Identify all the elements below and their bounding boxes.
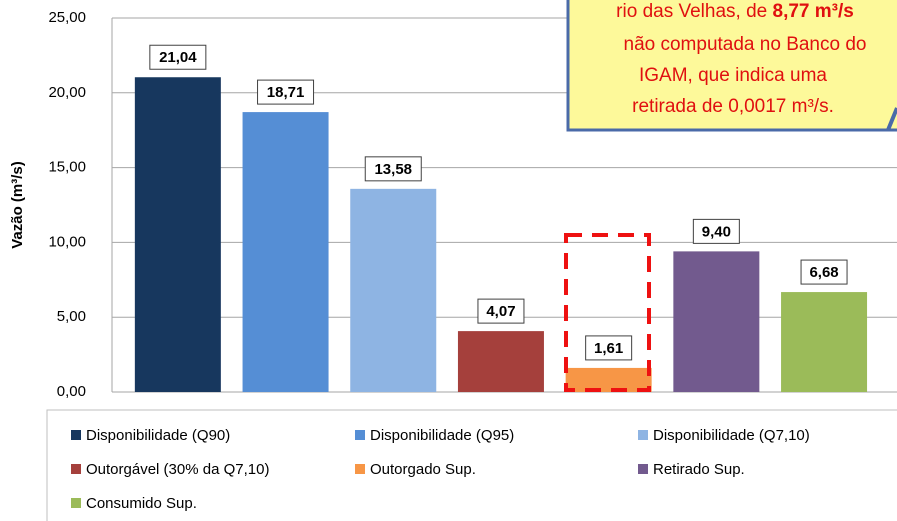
legend-label: Disponibilidade (Q95) <box>370 427 514 444</box>
legend-label: Consumido Sup. <box>86 495 197 512</box>
legend-swatch <box>71 464 81 474</box>
legend-label: Retirado Sup. <box>653 461 745 478</box>
highlight-box <box>564 233 651 392</box>
callout: rio das Velhas, de 8,77 m³/s não computa… <box>566 0 897 132</box>
bar <box>673 251 760 392</box>
legend-swatch <box>355 430 365 440</box>
annotation-text: rio das Velhas, de <box>616 1 772 22</box>
y-tick-label: 10,00 <box>48 233 86 250</box>
bar <box>242 112 329 393</box>
legend: Disponibilidade (Q90) Disponibilidade (Q9… <box>71 427 810 512</box>
legend-swatch <box>355 464 365 474</box>
value-label: 13,58 <box>374 161 412 178</box>
annotation-line: IGAM, que indica uma <box>639 65 827 86</box>
annotation-line: retirada de 0,0017 m³/s. <box>632 96 834 117</box>
value-label: 18,71 <box>267 84 305 101</box>
bar <box>457 331 544 392</box>
annotation-line: rio das Velhas, de 8,77 m³/s <box>616 1 854 22</box>
plot-area: 0,00 5,00 10,00 15,00 20,00 25,00 21,04 18,71 13… <box>48 9 897 400</box>
value-label-box <box>585 335 633 361</box>
value-label-box <box>149 44 207 70</box>
legend-swatch <box>638 464 648 474</box>
y-tick-label: 20,00 <box>48 84 86 101</box>
y-tick-label: 5,00 <box>57 308 86 325</box>
value-label-box <box>692 218 740 244</box>
value-label: 6,68 <box>809 264 838 281</box>
y-tick-label: 0,00 <box>57 383 86 400</box>
annotation-line: não computada no Banco do <box>624 34 867 55</box>
bar <box>565 367 652 392</box>
value-label: 1,61 <box>594 340 623 357</box>
callout-pointer <box>886 107 897 131</box>
annotation-bold: 8,77 m³/s <box>773 1 854 22</box>
legend-label: Disponibilidade (Q90) <box>86 427 230 444</box>
bar <box>350 188 437 392</box>
y-tick-label: 25,00 <box>48 9 86 26</box>
legend-swatch <box>71 498 81 508</box>
legend-label: Outorgável (30% da Q7,10) <box>86 461 269 478</box>
legend-box <box>46 409 897 521</box>
bar <box>134 77 221 392</box>
value-label-box <box>477 298 525 324</box>
legend-swatch <box>638 430 648 440</box>
value-label: 4,07 <box>486 303 515 320</box>
bar <box>781 292 868 392</box>
legend-label: Outorgado Sup. <box>370 461 476 478</box>
y-axis-title: Vazão (m³/s) <box>9 161 26 249</box>
legend-label: Disponibilidade (Q7,10) <box>653 427 810 444</box>
value-label-box <box>364 156 422 182</box>
y-tick-label: 15,00 <box>48 159 86 176</box>
value-label: 21,04 <box>159 49 197 66</box>
value-label-box <box>257 79 315 105</box>
value-label: 9,40 <box>702 223 731 240</box>
value-label-box <box>800 259 848 285</box>
legend-swatch <box>71 430 81 440</box>
